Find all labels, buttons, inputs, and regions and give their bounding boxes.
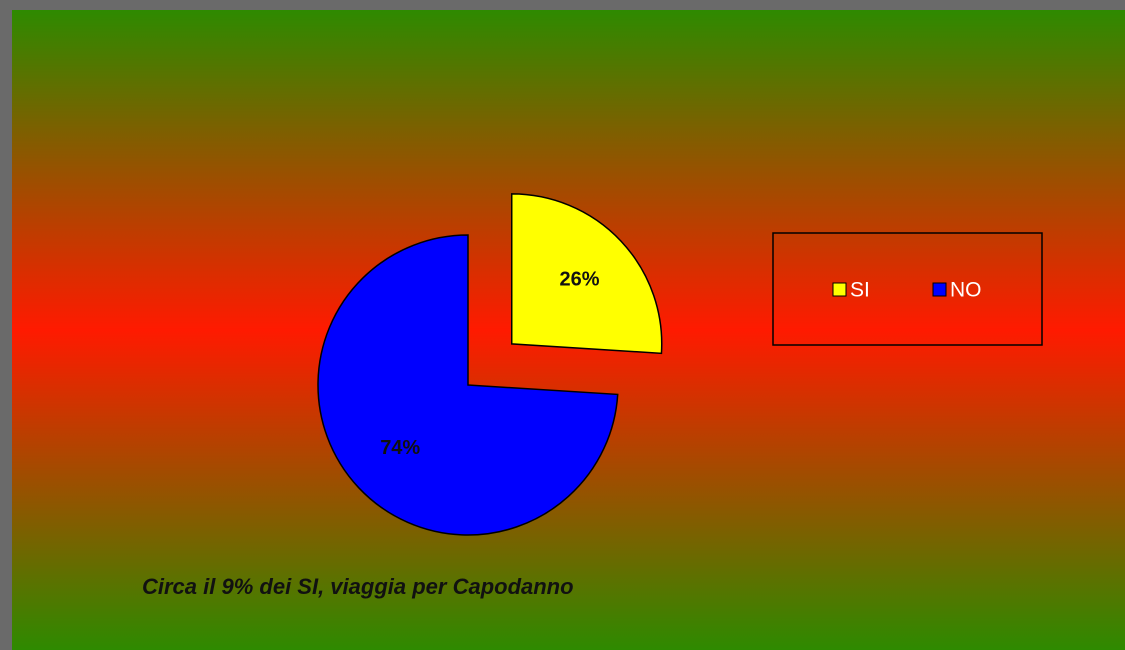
legend-swatch <box>933 283 946 296</box>
annotation: Circa il 9% dei SI, viaggia per Capodann… <box>142 574 574 599</box>
legend-label: SI <box>850 279 870 302</box>
chart: Circa il 9% dei SI, viaggia per Capodann… <box>0 0 1125 650</box>
legend-label: NO <box>950 279 982 302</box>
legend-swatch <box>833 283 846 296</box>
data-label: 26% <box>560 269 600 291</box>
data-label: 74% <box>380 437 420 459</box>
page: {"chart_data": {"type": "pie", "categori… <box>0 0 1125 650</box>
